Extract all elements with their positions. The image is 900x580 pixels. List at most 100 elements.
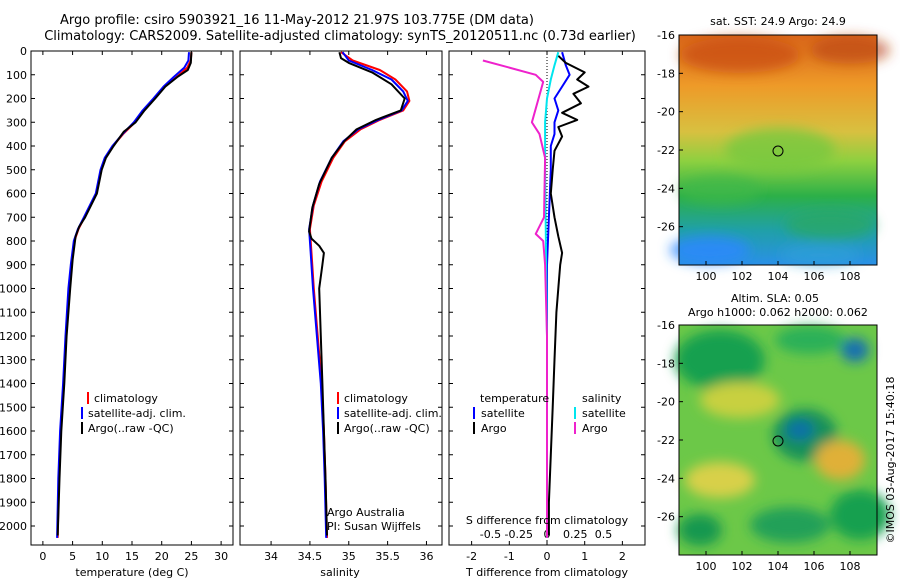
y-tick-label: 500 bbox=[6, 164, 27, 177]
series-line-temperature-satellite bbox=[546, 51, 571, 538]
temperature-legend: climatology satellite-adj. clim. Argo(..… bbox=[81, 392, 186, 435]
y-tick-label: 1300 bbox=[0, 354, 27, 367]
x-tick-label: -1 bbox=[504, 550, 515, 563]
x-tick-label: 35.5 bbox=[375, 550, 400, 563]
map-x-tick-label: 104 bbox=[768, 270, 789, 283]
x-tick-label: 34 bbox=[264, 550, 278, 563]
salinity-panel: 34 34.5 35 35.5 36 climatology satellite-adj… bbox=[239, 50, 443, 579]
map-x-tick-label: 106 bbox=[804, 560, 825, 573]
sla-map-title2: Argo h1000: 0.062 h2000: 0.062 bbox=[688, 306, 868, 319]
salinity-annotation-line2: PI: Susan Wijffels bbox=[327, 520, 421, 533]
series-line-argo-raw-qc- bbox=[308, 51, 406, 536]
legend-label-climatology: climatology bbox=[344, 392, 408, 405]
y-tick-label: 1400 bbox=[0, 378, 27, 391]
salinity-legend: climatology satellite-adj. clim. Argo(..… bbox=[337, 392, 442, 435]
x-tick-label: 15 bbox=[125, 550, 139, 563]
map-x-tick-label: 100 bbox=[696, 270, 717, 283]
s-tick-label: -0.25 bbox=[504, 528, 532, 541]
y-tick-label: 200 bbox=[6, 93, 27, 106]
x-tick-label: 35 bbox=[342, 550, 356, 563]
difference-legend: temperature salinity satellite Argo sate… bbox=[473, 392, 626, 435]
legend-label-argo: Argo(..raw -QC) bbox=[344, 422, 430, 435]
legend-label-satellite: satellite-adj. clim. bbox=[88, 407, 186, 420]
map-x-tick-label: 108 bbox=[840, 270, 861, 283]
map-y-tick-label: -16 bbox=[657, 29, 675, 42]
legend-title-temperature: temperature bbox=[480, 392, 549, 405]
s-tick-label: 0.25 bbox=[563, 528, 588, 541]
x-tick-label: 5 bbox=[69, 550, 76, 563]
salinity-lines bbox=[308, 51, 411, 538]
argo-location-marker-sla bbox=[772, 435, 784, 447]
sla-map-texture bbox=[675, 326, 890, 546]
legend-label-satellite: satellite-adj. clim. bbox=[344, 407, 442, 420]
imos-credit: ©IMOS 03-Aug-2017 15:40:18 bbox=[884, 377, 897, 544]
map-x-tick-label: 106 bbox=[804, 270, 825, 283]
y-tick-label: 1200 bbox=[0, 330, 27, 343]
x-tick-label: 0 bbox=[39, 550, 46, 563]
map-y-tick-label: -26 bbox=[657, 511, 675, 524]
y-tick-label: 300 bbox=[6, 116, 27, 129]
x-tick-label: 2 bbox=[619, 550, 626, 563]
map-x-tick-label: 102 bbox=[732, 270, 753, 283]
sst-map-texture bbox=[670, 36, 890, 265]
temperature-lines bbox=[56, 52, 193, 538]
y-tick-label: 1900 bbox=[0, 496, 27, 509]
legend-label-temp-satellite: satellite bbox=[481, 407, 525, 420]
y-tick-label: 1700 bbox=[0, 449, 27, 462]
map-y-tick-label: -24 bbox=[657, 472, 675, 485]
s-tick-label: 0.5 bbox=[595, 528, 613, 541]
difference-lines bbox=[482, 51, 590, 538]
argo-location-marker bbox=[772, 145, 784, 157]
map-y-tick-label: -26 bbox=[657, 221, 675, 234]
legend-label-climatology: climatology bbox=[94, 392, 158, 405]
y-tick-label: 1800 bbox=[0, 473, 27, 486]
temperature-ticks: 0 5 10 15 20 25 300100200300400500600700800900… bbox=[0, 45, 233, 563]
sst-map-title: sat. SST: 24.9 Argo: 24.9 bbox=[710, 15, 846, 28]
x-tick-label: 1 bbox=[581, 550, 588, 563]
difference-ticks: -2 -1 0 1 2-0.5 -0.25 0 0.25 0.5 bbox=[449, 50, 645, 563]
temperature-xlabel: temperature (deg C) bbox=[75, 566, 188, 579]
y-tick-label: 1100 bbox=[0, 306, 27, 319]
y-tick-label: 400 bbox=[6, 140, 27, 153]
temperature-axes-frame bbox=[30, 50, 234, 546]
figure-title-line1: Argo profile: csiro 5903921_16 11-May-20… bbox=[60, 13, 534, 28]
x-tick-label: 25 bbox=[184, 550, 198, 563]
map-y-tick-label: -16 bbox=[657, 319, 675, 332]
sst-map-panel: sat. SST: 24.9 Argo: 24.9 100 102 104 106 10… bbox=[657, 15, 890, 283]
sla-map-panel: Altim. SLA: 0.05 Argo h1000: 0.062 h2000… bbox=[657, 292, 890, 573]
figure-title-line2: Climatology: CARS2009. Satellite-adjuste… bbox=[44, 29, 636, 44]
x-tick-label: 30 bbox=[214, 550, 228, 563]
series-line-satellite-adj-clim- bbox=[56, 52, 190, 538]
salinity-xlabel: salinity bbox=[320, 566, 360, 579]
x-tick-label: -2 bbox=[466, 550, 477, 563]
temperature-panel: 0 5 10 15 20 25 300100200300400500600700800900… bbox=[0, 45, 234, 579]
legend-title-salinity: salinity bbox=[582, 392, 622, 405]
salinity-axes-frame bbox=[239, 50, 443, 546]
map-y-tick-label: -22 bbox=[657, 144, 675, 157]
map-x-tick-label: 100 bbox=[696, 560, 717, 573]
sla-map-ticks: 100 102 104 106 108 -16 -18 -20 -22 -24 -26 bbox=[657, 319, 860, 573]
map-y-tick-label: -20 bbox=[657, 106, 675, 119]
x-tick-label: 36 bbox=[419, 550, 433, 563]
map-x-tick-label: 108 bbox=[840, 560, 861, 573]
x-tick-label: 20 bbox=[155, 550, 169, 563]
y-tick-label: 1500 bbox=[0, 401, 27, 414]
map-y-tick-label: -18 bbox=[657, 357, 675, 370]
x-tick-label: 10 bbox=[95, 550, 109, 563]
legend-label-sal-argo: Argo bbox=[582, 422, 608, 435]
map-x-tick-label: 102 bbox=[732, 560, 753, 573]
salinity-annotation-line1: Argo Australia bbox=[327, 506, 405, 519]
legend-label-sal-satellite: satellite bbox=[582, 407, 626, 420]
legend-label-argo: Argo(..raw -QC) bbox=[88, 422, 174, 435]
y-tick-label: 600 bbox=[6, 188, 27, 201]
difference-xlabel-salinity: S difference from climatology bbox=[466, 514, 629, 527]
map-y-tick-label: -18 bbox=[657, 67, 675, 80]
map-y-tick-label: -20 bbox=[657, 396, 675, 409]
map-y-tick-label: -24 bbox=[657, 182, 675, 195]
map-x-tick-label: 104 bbox=[768, 560, 789, 573]
series-line-temperature-argo bbox=[547, 55, 590, 536]
y-tick-label: 0 bbox=[20, 45, 27, 58]
x-tick-label: 0 bbox=[544, 550, 551, 563]
y-tick-label: 2000 bbox=[0, 520, 27, 533]
legend-label-temp-argo: Argo bbox=[481, 422, 507, 435]
